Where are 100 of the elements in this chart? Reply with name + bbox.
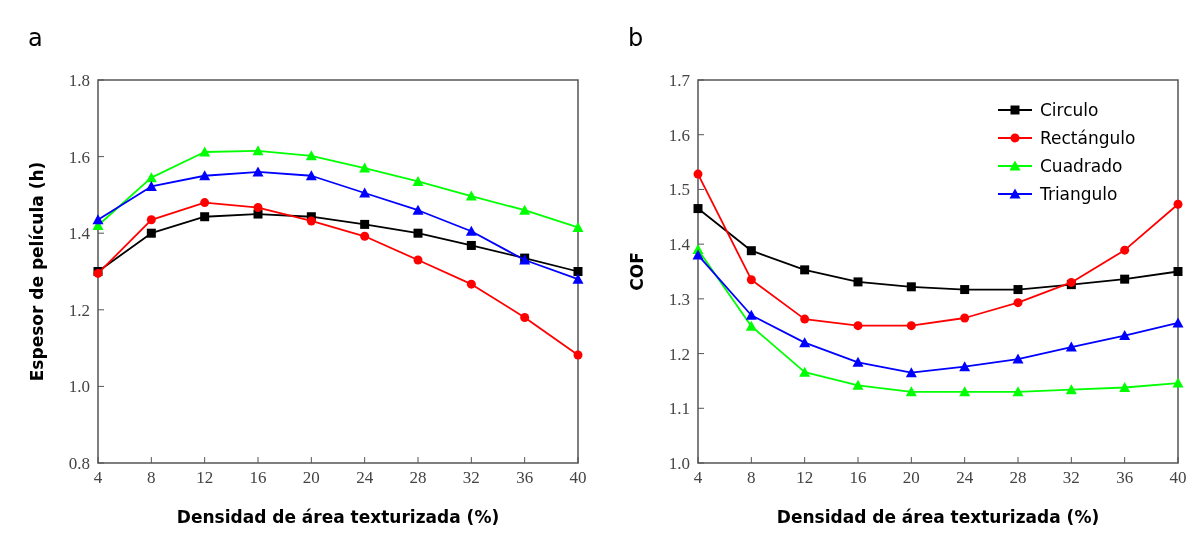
x-tick-label: 12 <box>196 468 214 487</box>
point <box>92 214 104 225</box>
point <box>360 219 370 229</box>
point <box>572 221 584 232</box>
point <box>305 150 317 161</box>
point <box>145 172 157 183</box>
point <box>466 240 476 250</box>
point <box>145 180 157 191</box>
x-tick-label: 28 <box>409 468 427 487</box>
chart-title: a <box>28 24 43 52</box>
point <box>1065 384 1077 395</box>
x-tick-label: 32 <box>462 468 480 487</box>
point <box>412 176 424 186</box>
point <box>960 285 970 295</box>
point <box>746 275 756 285</box>
y-tick-label: 1.0 <box>668 453 690 473</box>
y-tick-label: 1.1 <box>668 399 690 419</box>
y-tick-label: 1.3 <box>668 289 690 309</box>
y-tick-label: 1.6 <box>668 125 690 145</box>
point <box>1012 353 1024 364</box>
x-tick-label: 40 <box>569 468 587 487</box>
point <box>465 190 477 201</box>
point <box>252 145 264 156</box>
point <box>852 356 864 367</box>
point <box>853 277 863 287</box>
x-tick-label: 32 <box>1062 468 1080 487</box>
point <box>800 314 810 324</box>
x-tick-label: 16 <box>849 468 867 487</box>
point <box>412 204 424 215</box>
y-tick-label: 1.8 <box>68 70 90 90</box>
point <box>693 204 703 214</box>
point <box>359 187 371 198</box>
point <box>1120 245 1130 255</box>
point <box>360 231 370 241</box>
x-tick-label: 4 <box>693 468 703 487</box>
point <box>466 279 476 289</box>
point <box>746 246 756 256</box>
point <box>146 215 156 225</box>
y-tick-label: 1.2 <box>668 344 690 364</box>
point <box>959 386 971 397</box>
x-axis-title: Densidad de área texturizada (%) <box>176 507 500 527</box>
point <box>745 309 757 320</box>
point <box>960 313 970 323</box>
point <box>305 170 317 181</box>
point <box>799 366 811 377</box>
point <box>905 367 917 378</box>
point <box>1119 330 1131 341</box>
x-tick-label: 24 <box>356 468 374 487</box>
point <box>1013 285 1023 295</box>
point <box>852 379 864 390</box>
point <box>906 321 916 331</box>
point <box>573 350 583 360</box>
point <box>905 386 917 397</box>
point <box>572 273 584 284</box>
y-tick-label: 1.4 <box>68 224 91 244</box>
point <box>465 225 477 236</box>
legend-label: Rectángulo <box>1040 127 1136 148</box>
legend-label: Triangulo <box>1039 183 1118 204</box>
point <box>959 361 971 372</box>
point <box>199 146 211 157</box>
y-tick-label: 1.0 <box>68 377 90 397</box>
y-tick-label: 0.8 <box>68 453 90 473</box>
y-tick-label: 1.7 <box>668 70 691 90</box>
point <box>1013 298 1023 308</box>
point <box>800 265 810 275</box>
point <box>1012 386 1024 397</box>
point <box>1172 317 1184 328</box>
x-tick-label: 12 <box>796 468 814 487</box>
y-tick-label: 1.4 <box>668 235 691 255</box>
point <box>520 312 530 322</box>
y-tick-label: 1.5 <box>668 180 690 200</box>
point <box>853 321 863 331</box>
point <box>1173 199 1183 209</box>
point <box>1172 377 1184 388</box>
point <box>146 228 156 238</box>
point <box>799 337 811 348</box>
x-tick-label: 24 <box>956 468 974 487</box>
point <box>692 249 704 260</box>
point <box>253 203 263 213</box>
point <box>519 204 531 215</box>
point <box>252 166 264 177</box>
point <box>306 216 316 226</box>
point <box>413 255 423 265</box>
x-tick-label: 16 <box>249 468 267 487</box>
point <box>573 267 583 276</box>
x-tick-label: 36 <box>1116 468 1134 487</box>
y-tick-label: 1.2 <box>68 300 90 320</box>
y-axis-title: Espesor de película (h) <box>27 161 47 382</box>
y-tick-label: 1.6 <box>68 147 90 167</box>
x-axis-title: Densidad de área texturizada (%) <box>776 507 1100 527</box>
point <box>906 282 916 292</box>
x-tick-label: 20 <box>302 468 320 487</box>
x-tick-label: 36 <box>516 468 534 487</box>
legend-label: Circulo <box>1040 99 1099 120</box>
chart-title: b <box>628 24 644 52</box>
point <box>693 169 703 179</box>
point <box>200 198 210 208</box>
x-tick-label: 20 <box>902 468 920 487</box>
x-tick-label: 28 <box>1009 468 1027 487</box>
point <box>1120 274 1130 284</box>
